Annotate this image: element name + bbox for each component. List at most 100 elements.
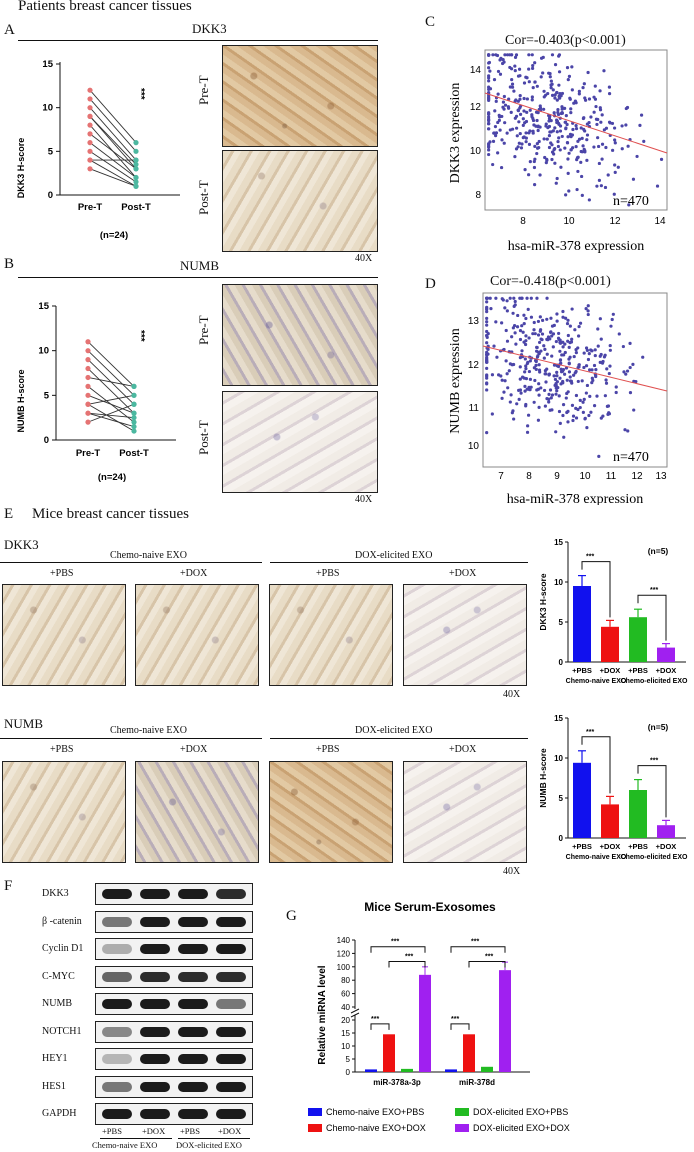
b-pair-line [87,368,135,414]
d-point [533,378,537,383]
d-point [489,306,493,311]
panel-d-scatter: NUMB expression 7 8 9 10 11 12 13 13 12 11 10 n=4… [448,292,668,505]
c-point [555,98,559,102]
a-pair-line [89,168,137,187]
blot-band [216,1026,246,1037]
c-point [515,126,519,130]
d-point [542,356,546,360]
c-point [538,173,542,177]
c-point [583,149,587,153]
d-point [628,365,632,370]
d-point [485,306,489,311]
d-point [524,342,528,347]
blot-band [102,1081,132,1092]
c-point [514,114,519,118]
c-point [545,137,549,141]
c-point [533,80,537,84]
d-point [593,348,597,352]
panel-a-photo-label-post: Post-T [196,180,211,215]
panel-b-mag: 40X [355,494,373,505]
c-point [525,97,529,101]
b-ytick-label: 5 [44,390,50,401]
panel-g-ytick: 5 [346,1055,351,1064]
d-point [574,350,578,355]
d-point [520,349,524,353]
panel-a-gene: DKK3 [192,21,227,36]
c-point [600,157,604,161]
d-point [505,299,509,303]
d-point [529,385,533,389]
panel-a-ihc-post [222,150,378,252]
blot-band [216,1109,246,1119]
d-point [582,365,586,370]
d-point [554,392,558,396]
panel-b-gene: NUMB [180,258,220,273]
c-point [565,66,570,70]
c-point [516,145,520,149]
d-point [513,303,517,307]
d-point [536,354,540,358]
d-point [549,330,553,334]
c-point [579,149,583,154]
c-point [613,138,617,142]
panel-e-row1-group-a: Chemo-naive EXO [110,550,187,561]
d-point [584,307,588,311]
d-point [524,334,528,338]
panel-e-row1-img-4 [403,584,527,686]
d-point [568,375,572,379]
d-point [583,416,587,420]
d-point [512,417,516,421]
a-post-point [133,179,139,185]
a-pre-point [87,157,93,163]
panel-a-rule [18,40,378,41]
d-point [603,353,607,357]
panel-g-xtick: miR-378d [459,1078,495,1087]
blot-band [178,1081,208,1092]
panel-e-row2-treat-2: +DOX [180,744,208,755]
c-xtick: 8 [520,216,526,227]
blot-band [178,916,208,927]
c-point [488,140,492,144]
d-point [545,397,549,401]
panel-d-fit [482,345,668,392]
c-point [498,128,502,132]
b-pre-point [85,365,91,372]
d-point [532,328,536,332]
c-point [556,139,560,144]
c-point [560,111,564,115]
c-point [560,91,565,96]
c-point [592,95,596,99]
d-point [537,368,542,372]
d-point [540,332,545,336]
d-point [561,345,565,349]
panel-letter-e: E [4,506,14,522]
panel-f-group-b: DOX-elicited EXO [176,1140,242,1150]
d-point [608,348,612,352]
c-point [557,136,561,140]
d-point [490,412,494,416]
c-point [553,126,557,130]
d-point [584,391,588,395]
c-point [496,151,500,155]
panel-c-cor: Cor=-0.403(p<0.001) [505,33,626,48]
panel-a-ylabel: DKK3 H-score [16,138,26,199]
b-pre-point [85,401,91,407]
d-point [567,370,572,374]
c-point [604,126,609,130]
c-point [518,97,522,101]
panel-e-bar-xtick: +PBS [572,666,592,675]
d-point [514,342,518,346]
c-point [487,118,491,122]
a-pair-line [89,159,137,187]
d-point [622,370,626,374]
c-point [514,98,518,102]
panel-g-xtick: miR-378a-3p [373,1078,421,1087]
d-point [500,378,504,382]
d-point [485,316,489,320]
b-post-point [131,401,137,407]
c-point [579,126,583,130]
panel-g-axis-break [350,1008,360,1014]
blot-band [178,889,208,899]
